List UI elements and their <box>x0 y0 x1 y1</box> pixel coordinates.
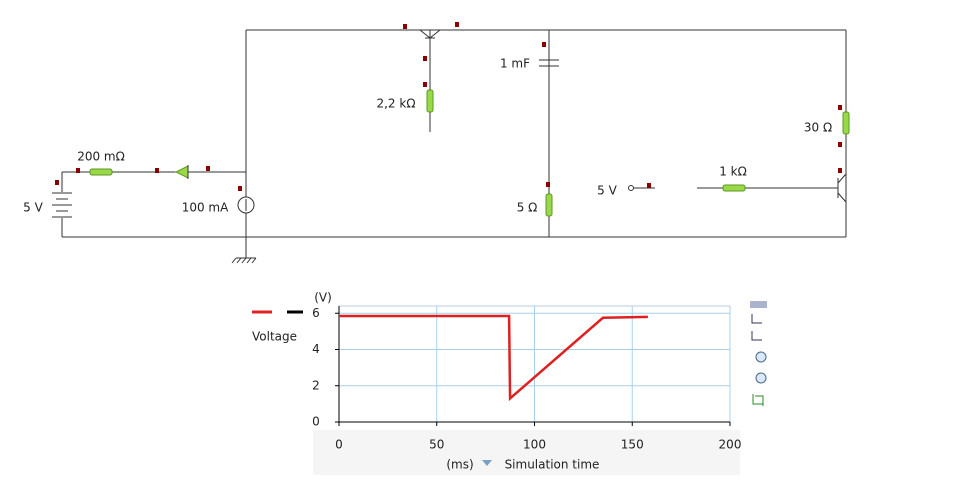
axis <box>338 306 730 423</box>
circuit: 200 mΩ 5 V 100 mA 2,2 kΩ 1 mF 5 Ω 5 V 1 … <box>23 22 850 264</box>
x-tick-label: 50 <box>429 438 444 452</box>
transistor <box>419 29 441 39</box>
tool-crop[interactable] <box>752 394 764 406</box>
label: 5 Ω <box>517 201 538 215</box>
label: 2,2 kΩ <box>376 97 415 111</box>
x-tick-label: 150 <box>621 438 644 452</box>
x-unit[interactable]: (ms) <box>446 458 473 472</box>
data-line <box>339 314 648 402</box>
transistor <box>837 173 847 203</box>
axis-band <box>313 430 740 475</box>
diode <box>174 165 189 179</box>
resistor <box>842 111 850 135</box>
resistor <box>722 184 746 192</box>
capacitor <box>539 59 559 67</box>
label: 1 kΩ <box>719 165 747 179</box>
label: 200 mΩ <box>77 150 125 164</box>
battery <box>52 192 72 218</box>
dropdown[interactable] <box>482 460 492 466</box>
tool-header <box>750 301 767 308</box>
label: 100 mA <box>182 201 229 215</box>
legend-entry: Voltage <box>252 330 297 344</box>
x-tick-label: 100 <box>523 438 546 452</box>
zoom-in[interactable] <box>755 351 767 363</box>
y-unit: (V) <box>314 291 332 305</box>
terminal <box>628 185 634 191</box>
label: 30 Ω <box>804 121 832 135</box>
wires <box>61 29 847 258</box>
x-tick-label: 200 <box>719 438 742 452</box>
toolbar <box>750 301 767 406</box>
ground <box>231 257 257 264</box>
pins <box>55 22 842 191</box>
tool-fit[interactable] <box>751 314 762 341</box>
chart: 0 2 4 6 0 50 100 150 200 <box>312 306 741 452</box>
y-tick-label: 6 <box>312 306 320 320</box>
label: 5 V <box>23 201 43 215</box>
x-label: Simulation time <box>505 458 600 472</box>
y-tick-label: 0 <box>312 415 320 429</box>
x-tick-label: 0 <box>335 438 343 452</box>
zoom-out[interactable] <box>755 372 767 384</box>
label: 5 V <box>597 184 617 198</box>
resistor <box>89 168 113 176</box>
y-tick-label: 4 <box>312 342 320 356</box>
resistor <box>426 89 434 113</box>
label: 1 mF <box>500 57 530 71</box>
y-tick-label: 2 <box>312 378 320 392</box>
resistor <box>545 193 553 217</box>
